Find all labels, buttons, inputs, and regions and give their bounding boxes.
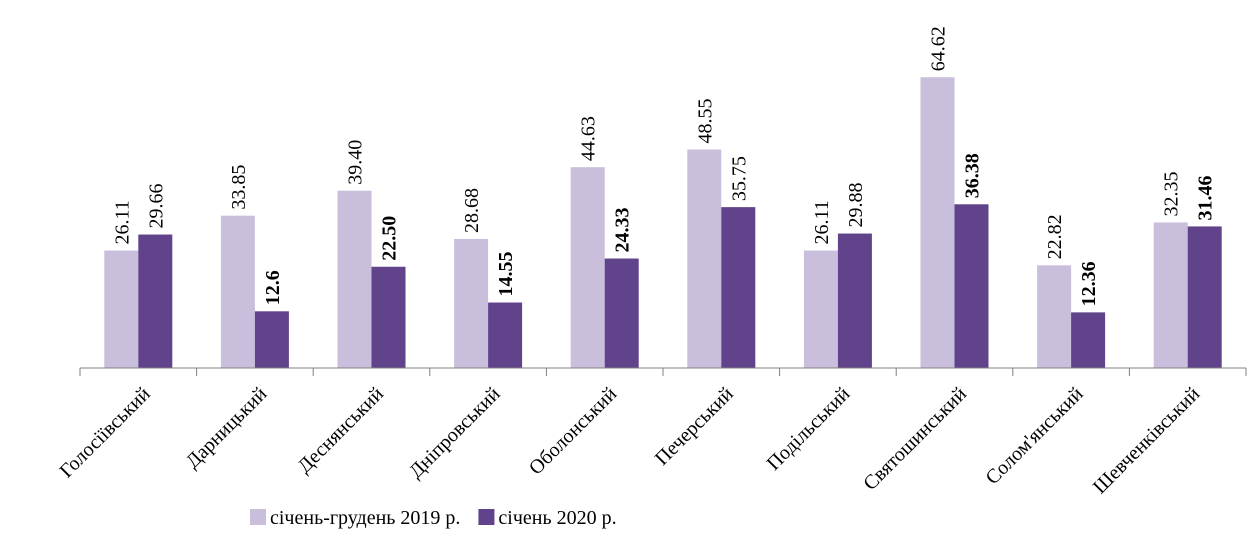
x-tick-label: Солом'янський	[982, 383, 1088, 489]
bar	[104, 250, 139, 368]
value-label: 31.46	[1195, 175, 1217, 220]
value-label: 26.11	[811, 200, 833, 244]
value-label: 24.33	[612, 208, 634, 253]
legend-swatch	[478, 509, 495, 525]
value-label: 44.63	[578, 116, 600, 161]
x-tick-label: Дарницький	[182, 383, 272, 473]
value-label: 35.75	[728, 156, 750, 201]
bar	[488, 302, 523, 368]
value-label: 32.35	[1161, 171, 1183, 216]
bar	[954, 204, 989, 368]
bar	[721, 207, 756, 368]
legend-label: січень 2020 р.	[498, 507, 616, 529]
bar	[254, 311, 289, 368]
value-label: 12.6	[262, 270, 284, 305]
value-label: 26.11	[111, 200, 133, 244]
value-label: 14.55	[495, 252, 517, 297]
bar	[570, 167, 605, 368]
bar	[454, 238, 489, 368]
value-label: 48.55	[694, 99, 716, 144]
value-label: 28.68	[461, 188, 483, 233]
x-tick-label: Деснянський	[293, 383, 388, 478]
bar	[687, 149, 722, 368]
value-label: 22.50	[379, 216, 401, 261]
x-tick-label: Подільський	[763, 383, 855, 475]
legend-label: січень-грудень 2019 р.	[270, 507, 460, 529]
value-label: 39.40	[345, 140, 367, 185]
value-label: 33.85	[228, 165, 250, 210]
value-label: 22.82	[1044, 214, 1066, 259]
bar	[1071, 312, 1106, 368]
bar	[803, 250, 838, 368]
bar	[1037, 265, 1072, 368]
bar	[920, 77, 955, 369]
legend-swatch	[250, 509, 266, 525]
bar	[1187, 226, 1222, 368]
bar	[837, 233, 872, 368]
bar	[138, 234, 173, 368]
value-label: 12.36	[1078, 261, 1100, 306]
x-tick-label: Шевченківський	[1089, 383, 1205, 499]
x-tick-label: Оболонський	[525, 383, 621, 479]
value-label: 29.88	[845, 183, 867, 228]
bar	[1153, 222, 1188, 368]
x-tick-label: Святошинський	[859, 383, 971, 495]
bar	[371, 266, 406, 368]
bar	[337, 190, 372, 368]
x-tick-label: Голосіївський	[55, 383, 155, 483]
x-tick-label: Печерський	[651, 383, 738, 470]
x-tick-label: Дніпровський	[405, 383, 505, 483]
value-label: 64.62	[928, 26, 950, 71]
bar	[220, 215, 255, 368]
value-label: 29.66	[145, 184, 167, 229]
bar	[604, 258, 639, 368]
value-label: 36.38	[962, 153, 984, 198]
